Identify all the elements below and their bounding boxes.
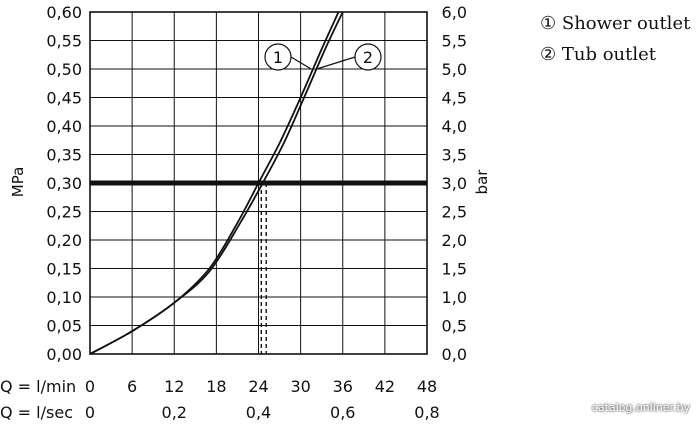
y-right-tick-label: 5,5 [442,32,467,51]
y-right-tick-label: 0,5 [442,317,467,336]
y-left-tick-label: 0,15 [46,260,82,279]
legend-label: Tub outlet [561,44,657,65]
x-sec-ticks: 0 0,2 0,4 0,6 0,8 [85,403,440,422]
y-left-tick-label: 0,60 [46,3,82,22]
curves [89,11,344,355]
y-right-tick-label: 4,0 [442,117,467,136]
x-flow-tick-label: 0 [85,377,95,396]
x-sec-tick-label: 0 [85,403,95,422]
curve-label-circle-2 [354,43,382,71]
label-leader-1 [290,56,312,70]
y-left-ticks: 0,00 0,05 0,10 0,15 0,20 0,25 0,30 0,35 0,40 0,45… [46,3,82,364]
x-flow-tick-label: 42 [375,377,395,396]
y-right-axis-title: bar [473,169,491,195]
legend-marker: ② [540,44,557,65]
y-left-tick-label: 0,45 [46,89,82,108]
y-right-tick-label: 0,0 [442,345,467,364]
y-right-tick-label: 3,0 [442,174,467,193]
series-line-2 [89,11,344,355]
y-right-tick-label: 1,0 [442,288,467,307]
y-right-tick-label: 6,0 [442,3,467,22]
curve-label-1: 1 [273,48,283,67]
legend-item-tub: ② Tub outlet [540,39,690,70]
x-flow-ticks: 0 6 12 18 24 30 36 42 48 [85,377,437,396]
y-right-tick-label: 4,5 [442,89,467,108]
y-left-axis-title: MPa [9,167,27,198]
x-flow-tick-label: 30 [290,377,310,396]
y-right-tick-label: 3,5 [442,146,467,165]
curve-label-circle-1 [264,43,292,71]
y-left-tick-label: 0,55 [46,32,82,51]
y-left-tick-label: 0,00 [46,345,82,364]
y-left-tick-label: 0,05 [46,317,82,336]
label-leader-2 [316,56,356,70]
y-right-ticks: 0,0 0,5 1,0 1,5 2,0 2,5 3,0 3,5 4,0 4,5 5,0 5,5 6,0 [442,3,467,364]
y-left-tick-label: 0,10 [46,288,82,307]
x-flow-tick-label: 24 [248,377,268,396]
y-left-tick-label: 0,40 [46,117,82,136]
x-sec-tick-label: 0,6 [330,403,355,422]
x-sec-tick-label: 0,4 [246,403,271,422]
watermark: catalog.onliner.by [591,401,690,414]
y-right-tick-label: 1,5 [442,260,467,279]
x-flow-tick-label: 6 [127,377,137,396]
x-flow-tick-label: 18 [206,377,226,396]
y-left-tick-label: 0,25 [46,203,82,222]
y-right-tick-label: 5,0 [442,60,467,79]
x-sec-tick-label: 0,8 [414,403,439,422]
x-flow-tick-label: 12 [164,377,184,396]
legend: ① Shower outlet ② Tub outlet [540,8,690,70]
x-flow-tick-label: 36 [333,377,353,396]
y-left-tick-label: 0,50 [46,60,82,79]
x-flow-tick-label: 48 [417,377,437,396]
curve-label-2: 2 [363,48,373,67]
x-sec-tick-label: 0,2 [162,403,187,422]
legend-marker: ① [540,13,557,34]
legend-item-shower: ① Shower outlet [540,8,690,39]
x-sec-axis-title: Q = l/sec [0,403,73,422]
y-right-tick-label: 2,5 [442,203,467,222]
y-left-tick-label: 0,30 [46,174,82,193]
legend-label: Shower outlet [561,13,691,34]
y-right-tick-label: 2,0 [442,231,467,250]
y-left-tick-label: 0,35 [46,146,82,165]
x-flow-axis-title: Q = l/min [0,377,76,396]
y-left-tick-label: 0,20 [46,231,82,250]
